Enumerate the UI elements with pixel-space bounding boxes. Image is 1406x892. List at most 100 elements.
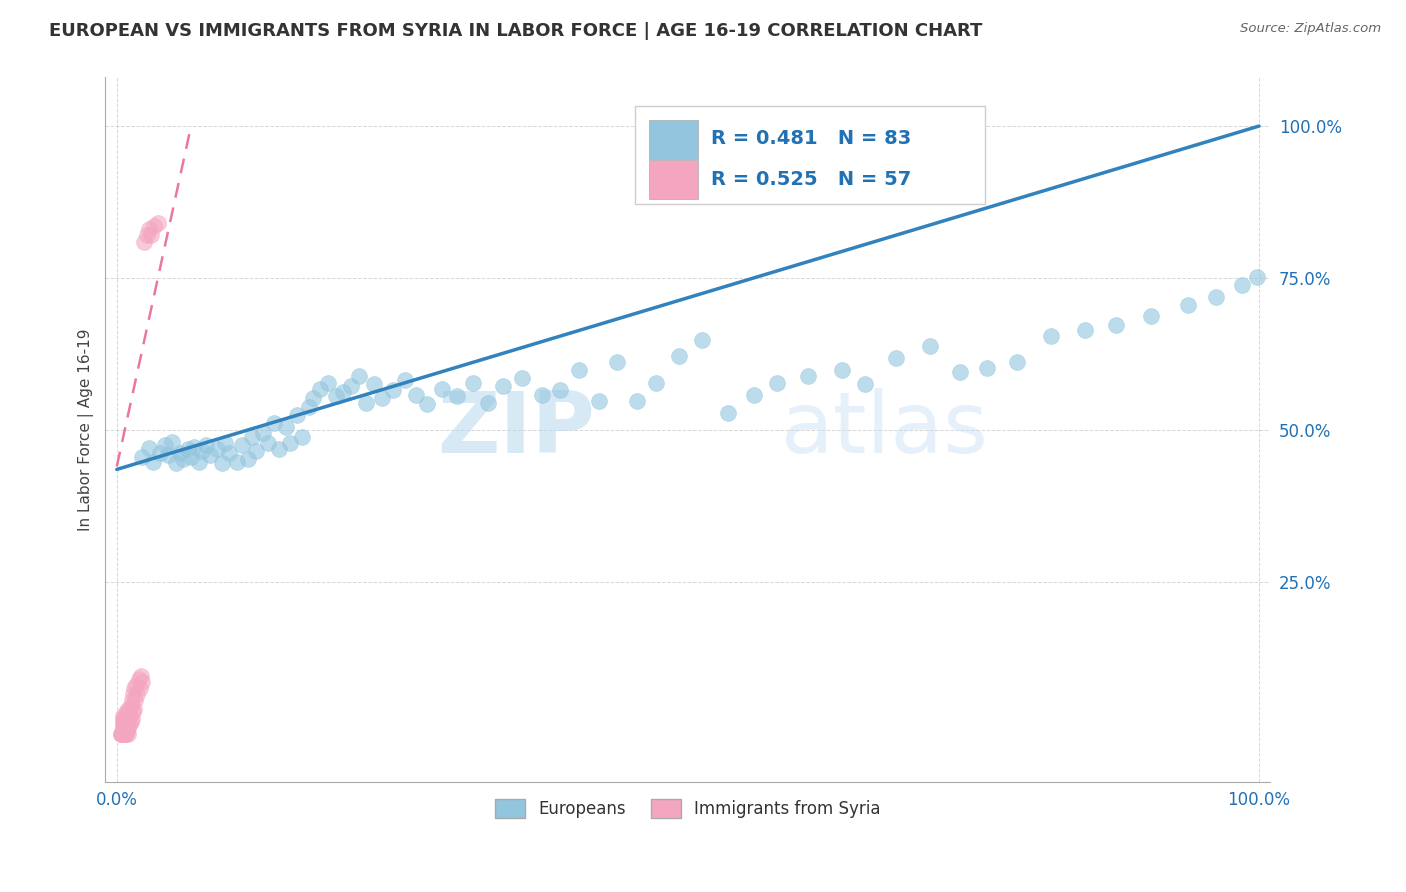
Point xyxy=(129,669,152,683)
Point xyxy=(285,408,308,422)
Point xyxy=(110,727,132,741)
Point xyxy=(884,351,907,366)
Point xyxy=(111,712,134,726)
Point xyxy=(245,444,267,458)
Point xyxy=(172,452,194,467)
Point xyxy=(131,450,153,465)
FancyBboxPatch shape xyxy=(650,120,699,159)
Text: atlas: atlas xyxy=(782,388,990,471)
Point xyxy=(263,416,285,430)
Point xyxy=(112,712,135,726)
Point xyxy=(1040,328,1063,343)
Point xyxy=(120,714,142,729)
Point xyxy=(180,450,202,465)
Point xyxy=(626,393,648,408)
Point xyxy=(920,339,942,353)
Point xyxy=(797,369,820,384)
Point xyxy=(690,333,713,347)
Point xyxy=(169,446,191,460)
Point xyxy=(143,219,166,234)
Point xyxy=(382,384,405,398)
Point xyxy=(117,721,139,735)
Point xyxy=(256,436,278,450)
Y-axis label: In Labor Force | Age 16-19: In Labor Force | Age 16-19 xyxy=(79,328,94,531)
Point xyxy=(183,440,205,454)
Point xyxy=(121,687,143,701)
Point xyxy=(112,717,135,731)
Point xyxy=(138,222,160,236)
Point xyxy=(111,714,134,729)
Point xyxy=(252,425,274,440)
Point xyxy=(463,376,485,390)
Point xyxy=(112,721,135,735)
Point xyxy=(111,727,134,741)
Point xyxy=(121,712,143,726)
Point xyxy=(976,360,998,375)
Point xyxy=(325,389,347,403)
Point xyxy=(112,723,135,738)
Point xyxy=(134,235,156,249)
Point xyxy=(122,702,145,716)
Text: Source: ZipAtlas.com: Source: ZipAtlas.com xyxy=(1240,22,1381,36)
Point xyxy=(530,387,553,401)
Point xyxy=(1005,355,1028,369)
Point xyxy=(194,438,217,452)
Point xyxy=(191,444,214,458)
Point xyxy=(122,681,145,695)
Point xyxy=(200,449,222,463)
Point xyxy=(115,727,138,741)
Point xyxy=(146,216,169,230)
Point xyxy=(127,687,149,701)
Point xyxy=(112,714,135,729)
Point xyxy=(766,376,789,390)
Point xyxy=(160,435,183,450)
Point xyxy=(510,371,533,385)
Text: ZIP: ZIP xyxy=(437,388,595,471)
Point xyxy=(394,373,416,387)
Point xyxy=(949,365,972,379)
Point xyxy=(548,384,571,398)
Point xyxy=(111,727,134,741)
Text: R = 0.525   N = 57: R = 0.525 N = 57 xyxy=(711,170,911,189)
Point xyxy=(121,706,143,720)
Point xyxy=(405,387,427,401)
Legend: Europeans, Immigrants from Syria: Europeans, Immigrants from Syria xyxy=(488,792,887,825)
Point xyxy=(128,672,150,686)
Point xyxy=(853,377,876,392)
Point xyxy=(316,376,339,390)
Point xyxy=(111,721,134,735)
Point xyxy=(1205,290,1227,304)
Point xyxy=(149,446,172,460)
Point xyxy=(742,387,765,401)
Point xyxy=(118,706,141,720)
Point xyxy=(117,727,139,741)
Point xyxy=(110,727,132,741)
Point xyxy=(135,228,157,243)
Point xyxy=(332,385,354,400)
Point xyxy=(207,442,229,457)
Point xyxy=(115,712,138,726)
Point xyxy=(111,723,134,738)
Point xyxy=(211,456,233,470)
Point xyxy=(214,436,236,450)
Point xyxy=(114,717,136,731)
Point xyxy=(477,395,499,409)
Point xyxy=(340,379,363,393)
Point xyxy=(606,355,628,369)
Text: R = 0.481   N = 83: R = 0.481 N = 83 xyxy=(711,129,911,148)
Point xyxy=(347,369,370,384)
Point xyxy=(588,393,610,408)
Point xyxy=(280,436,302,450)
Point xyxy=(114,721,136,735)
Point xyxy=(274,420,297,434)
Point xyxy=(157,449,180,463)
Text: EUROPEAN VS IMMIGRANTS FROM SYRIA IN LABOR FORCE | AGE 16-19 CORRELATION CHART: EUROPEAN VS IMMIGRANTS FROM SYRIA IN LAB… xyxy=(49,22,983,40)
Point xyxy=(492,379,515,393)
Point xyxy=(240,430,263,444)
Point xyxy=(1139,309,1161,323)
Point xyxy=(111,727,134,741)
Point xyxy=(1074,323,1097,337)
Point xyxy=(115,723,138,738)
Point xyxy=(138,441,160,455)
Point xyxy=(291,430,314,444)
